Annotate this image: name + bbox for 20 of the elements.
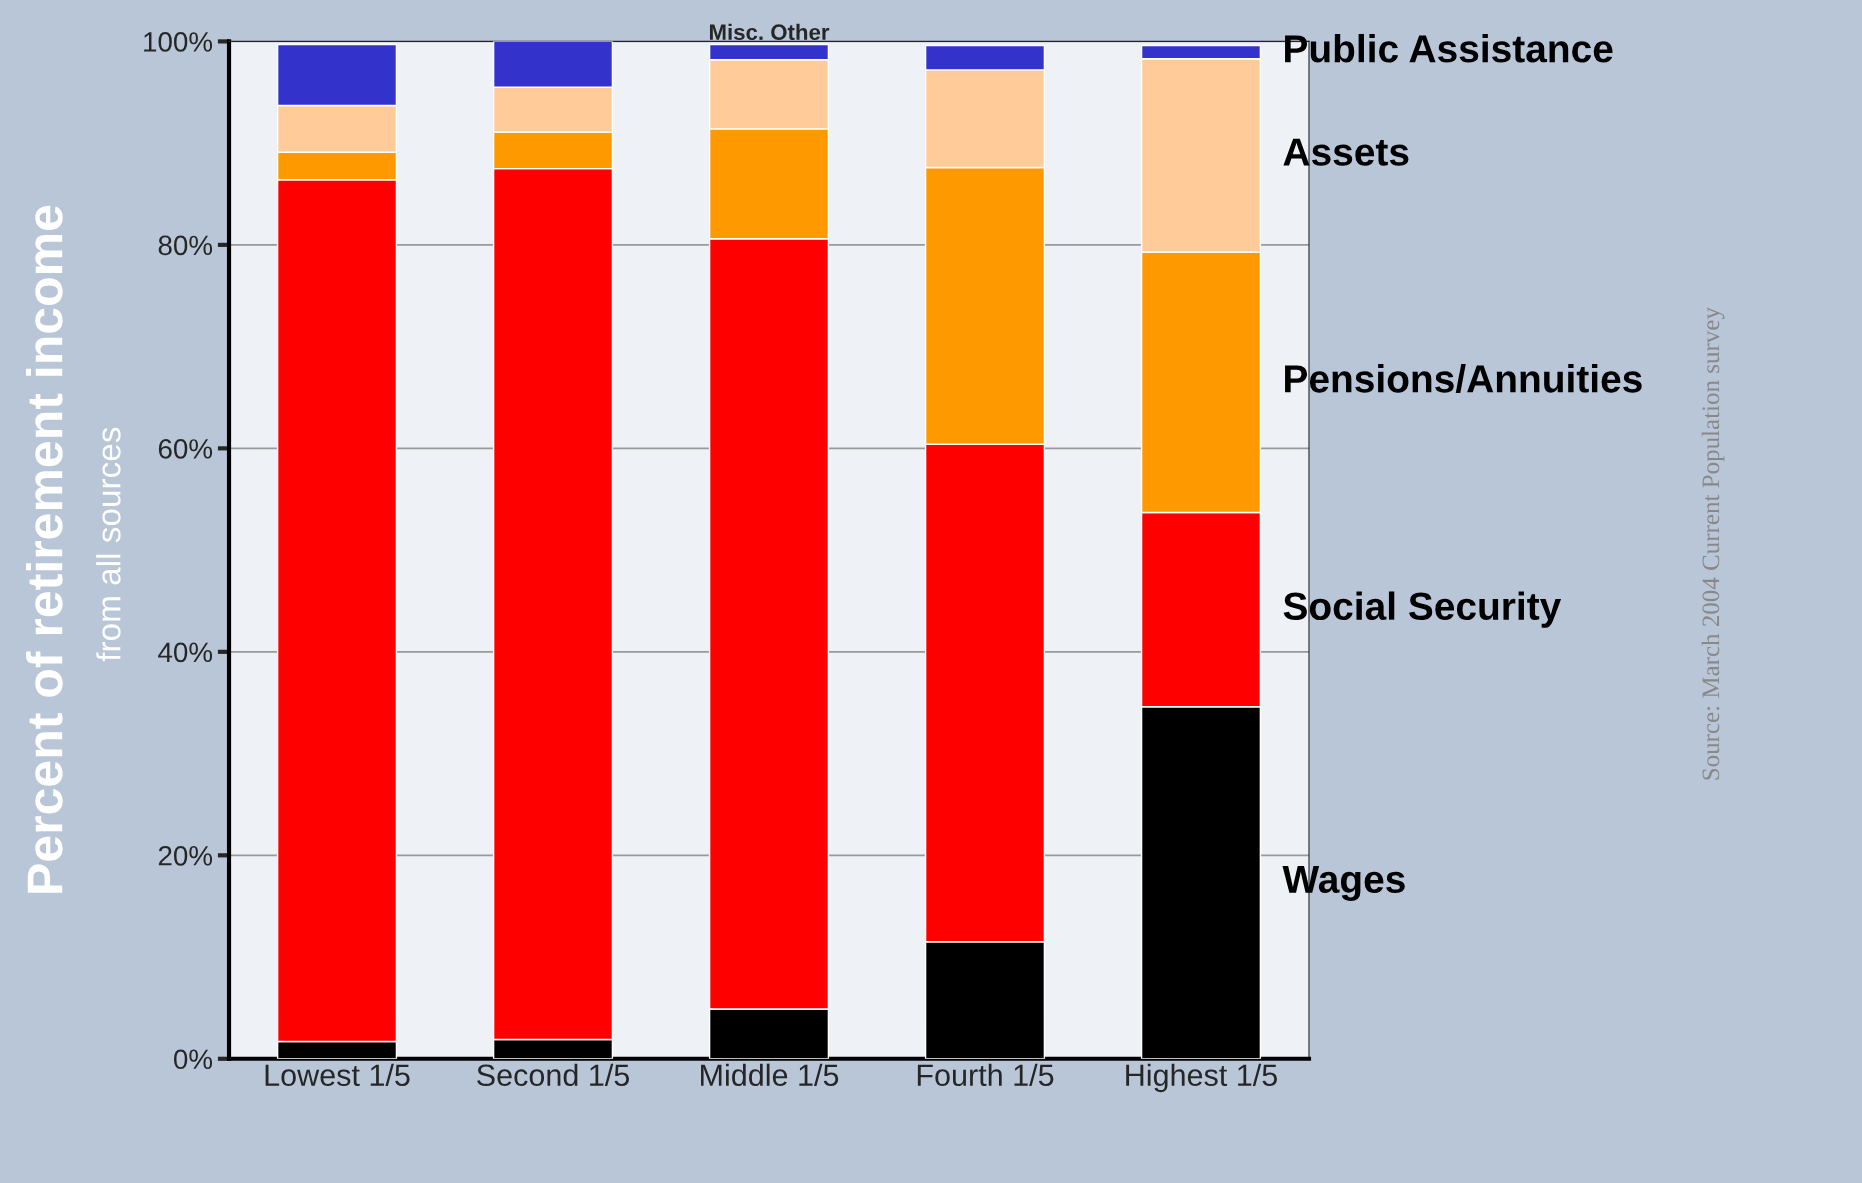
series-label: Pensions/Annuities — [1285, 364, 1642, 394]
series-label: Public Assistance — [1285, 33, 1613, 63]
y-tick-label: 40% — [158, 642, 213, 663]
y-tick-label: 60% — [158, 439, 213, 459]
series-label: Assets — [1283, 138, 1409, 166]
y-axis-title: Percent of retirement income — [25, 205, 63, 893]
x-tick-label: Fourth 1/5 — [917, 1063, 1054, 1087]
x-tick-label: Second 1/5 — [477, 1063, 630, 1087]
x-tick-label: Lowest 1/5 — [265, 1063, 410, 1087]
y-tick-label: 20% — [158, 845, 213, 866]
y-tick-label: 80% — [158, 235, 213, 256]
y-tick-label: 100% — [144, 32, 213, 52]
series-label: Wages — [1282, 865, 1405, 901]
y-tick-label: 0% — [173, 1049, 213, 1070]
annotation: Misc. Other — [709, 23, 830, 41]
source-note: Source: March 2004 Current Population survey — [1701, 307, 1725, 780]
x-tick-label: Highest 1/5 — [1126, 1063, 1277, 1093]
x-tick-label: Middle 1/5 — [701, 1063, 839, 1087]
series-label: Social Security — [1283, 591, 1562, 628]
text: from all sources — [96, 427, 121, 662]
